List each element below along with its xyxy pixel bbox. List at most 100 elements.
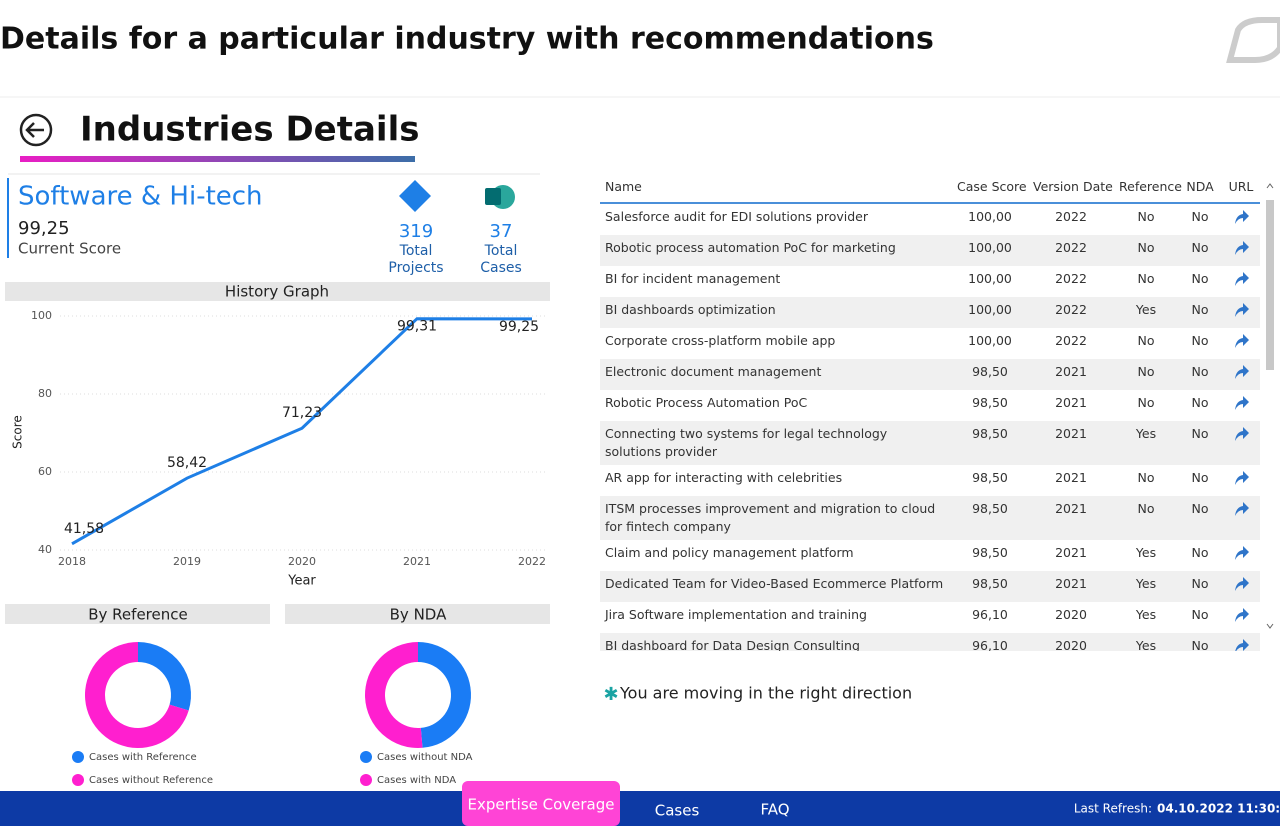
url-cell <box>1222 203 1260 235</box>
url-icon[interactable] <box>1232 394 1250 412</box>
table-cell: BI for incident management <box>605 271 781 286</box>
table-cell: No <box>1114 496 1178 540</box>
table-cell: 2021 <box>1055 470 1087 485</box>
legend-label: Cases with NDA <box>377 775 456 786</box>
y-axis-label: Score <box>11 415 25 449</box>
url-cell <box>1222 266 1260 297</box>
url-icon[interactable] <box>1232 363 1250 381</box>
table-cell: 98,50 <box>972 545 1008 560</box>
chart-title: By Reference <box>88 606 187 624</box>
table-cell: No <box>1178 633 1222 651</box>
table-row: Dedicated Team for Video-Based Ecommerce… <box>600 571 1260 602</box>
url-cell <box>1222 297 1260 328</box>
table-cell: 2022 <box>1028 297 1114 328</box>
table-row: BI dashboard for Data Design Consulting 9… <box>600 633 1260 651</box>
url-icon[interactable] <box>1232 425 1250 443</box>
refresh-value: 04.10.2022 11:30:42 <box>1157 802 1280 816</box>
table-row: AR app for interacting with celebrities 9… <box>600 465 1260 496</box>
url-cell <box>1222 571 1260 602</box>
table-cell: 2021 <box>1028 571 1114 602</box>
url-icon[interactable] <box>1232 301 1250 319</box>
column-header: Version Date <box>1028 173 1114 204</box>
table-cell: 2022 <box>1028 235 1114 266</box>
table-cell: 2021 <box>1055 545 1087 560</box>
table-row: BI for incident management 100,00 2022 No No <box>600 266 1260 297</box>
legend-label: Cases with Reference <box>89 752 197 763</box>
table-cell: 98,50 <box>952 359 1028 390</box>
legend-label: Cases without Reference <box>89 775 213 786</box>
x-tick-label: 2018 <box>58 555 86 568</box>
url-icon[interactable] <box>1232 637 1250 651</box>
industry-score: 99,25 <box>18 218 70 239</box>
url-icon[interactable] <box>1232 544 1250 562</box>
table-cell: 2021 <box>1028 496 1114 540</box>
url-icon[interactable] <box>1232 270 1250 288</box>
back-button[interactable] <box>19 113 53 147</box>
table-cell: 2022 <box>1055 209 1087 224</box>
header-row: Name Case Score Version Date Reference NDA UR… <box>600 173 1260 204</box>
cases-count: 37 <box>490 221 513 242</box>
table-cell: 98,50 <box>972 470 1008 485</box>
table-row: Electronic document management 98,50 2021 N… <box>600 359 1260 390</box>
value-label: 58,42 <box>167 455 207 471</box>
table-cell: Electronic document management <box>600 359 952 390</box>
column-header: NDA <box>1178 173 1222 204</box>
title-underline <box>20 156 415 162</box>
table-cell: No <box>1191 545 1209 560</box>
table-cell: 96,10 <box>952 633 1028 651</box>
chart-title-bar <box>5 282 550 301</box>
chart-title: History Graph <box>225 283 329 301</box>
url-icon[interactable] <box>1232 208 1250 226</box>
scroll-down <box>1266 623 1274 629</box>
table-cell: No <box>1114 359 1178 390</box>
table-cell: No <box>1178 359 1222 390</box>
url-icon[interactable] <box>1232 575 1250 593</box>
table-row: Robotic Process Automation PoC 98,50 2021 N… <box>600 390 1260 421</box>
table-row: BI dashboards optimization 100,00 2022 Yes N… <box>600 297 1260 328</box>
history-line <box>71 317 533 546</box>
table-cell: No <box>1114 235 1178 266</box>
logo <box>1226 17 1280 63</box>
value-label: 41,58 <box>64 521 104 537</box>
table-cell: ITSM processes improvement and migration… <box>600 496 952 540</box>
url-icon[interactable] <box>1232 500 1250 518</box>
legend-label: Cases without NDA <box>377 752 473 763</box>
table-cell: Yes <box>1114 297 1178 328</box>
table-row: Salesforce audit for EDI solutions provi… <box>600 203 1260 235</box>
url-cell <box>1222 390 1260 421</box>
active-tab[interactable] <box>462 781 620 826</box>
table-cell: No <box>1191 395 1209 410</box>
report-title: Industries Details <box>80 110 419 150</box>
table-cell: Salesforce audit for EDI solutions provi… <box>605 209 868 224</box>
table-cell: No <box>1178 235 1222 266</box>
y-tick-label: 80 <box>38 387 52 400</box>
url-icon[interactable] <box>1232 332 1250 350</box>
legend-swatch <box>72 751 84 763</box>
url-icon[interactable] <box>1232 239 1250 257</box>
projects-icon <box>399 180 431 212</box>
nav-item[interactable]: Expertise Coverage <box>468 796 615 814</box>
table-body: Salesforce audit for EDI solutions provi… <box>600 203 1260 651</box>
table-cell: Connecting two systems for legal technol… <box>600 421 952 465</box>
table-cell: No <box>1137 271 1155 286</box>
legend-swatch <box>360 774 372 786</box>
url-icon[interactable] <box>1232 469 1250 487</box>
value-label: 99,31 <box>397 319 437 335</box>
y-tick-label: 100 <box>31 309 52 322</box>
nav-item[interactable]: FAQ <box>760 801 789 819</box>
nav-item[interactable]: Cases <box>655 802 700 820</box>
page-title: Details for a particular industry with r… <box>0 22 934 57</box>
table-row: Claim and policy management platform 98,5… <box>600 540 1260 571</box>
column-header: Case Score <box>952 173 1028 204</box>
table-cell: Yes <box>1114 421 1178 465</box>
value-label: 99,25 <box>499 319 539 335</box>
cases-icon-front <box>485 188 501 205</box>
scrollbar[interactable] <box>1264 180 1276 632</box>
table-row: Connecting two systems for legal technol… <box>600 421 1260 465</box>
table-cell: Jira Software implementation and trainin… <box>605 607 867 622</box>
url-icon[interactable] <box>1232 606 1250 624</box>
refresh-label: Last Refresh: <box>1074 802 1152 816</box>
chart-title: By NDA <box>390 606 447 624</box>
table-cell: No <box>1178 297 1222 328</box>
